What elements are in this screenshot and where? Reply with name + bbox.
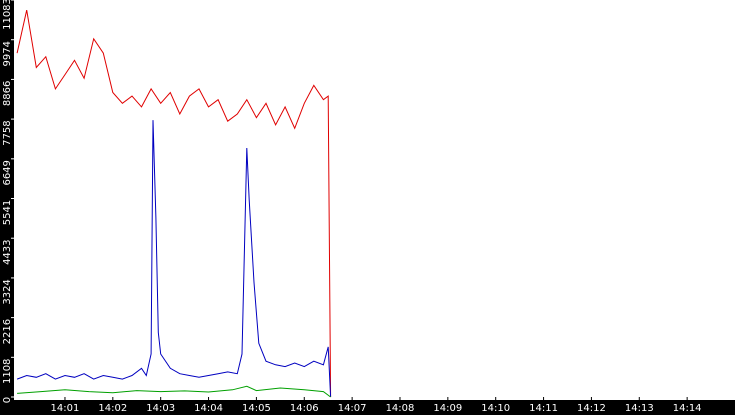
x-tick-label: 14:07 xyxy=(338,403,367,414)
y-tick-label: 8866 xyxy=(2,81,13,106)
y-tick-label: 2216 xyxy=(2,319,13,344)
x-tick-label: 14:08 xyxy=(386,403,415,414)
x-tick-label: 14:14 xyxy=(673,403,702,414)
y-tick-label: 4433 xyxy=(2,239,13,264)
y-tick-label: 0 xyxy=(2,397,13,403)
x-tick-label: 14:05 xyxy=(242,403,271,414)
y-tick-label: 11083 xyxy=(2,0,13,30)
x-tick-label: 14:12 xyxy=(577,403,606,414)
line-series xyxy=(16,120,332,398)
line-series xyxy=(17,385,331,398)
y-tick-label: 1108 xyxy=(2,359,13,384)
line-series xyxy=(16,9,332,398)
y-tick-label: 3324 xyxy=(2,279,13,304)
y-tick-label: 9974 xyxy=(2,41,13,66)
x-tick-label: 14:04 xyxy=(194,403,223,414)
y-axis-band xyxy=(0,0,14,415)
x-tick-label: 14:11 xyxy=(529,403,558,414)
x-tick-label: 14:06 xyxy=(290,403,319,414)
x-axis-band xyxy=(0,400,735,415)
x-tick-label: 14:10 xyxy=(481,403,510,414)
x-tick-label: 14:02 xyxy=(98,403,127,414)
x-tick-label: 14:03 xyxy=(146,403,175,414)
x-tick-label: 14:13 xyxy=(625,403,654,414)
x-tick-label: 14:09 xyxy=(433,403,462,414)
x-tick-label: 14:01 xyxy=(51,403,80,414)
y-tick-label: 7758 xyxy=(2,120,13,145)
y-tick-label: 6649 xyxy=(2,160,13,185)
y-tick-label: 5541 xyxy=(2,200,13,225)
